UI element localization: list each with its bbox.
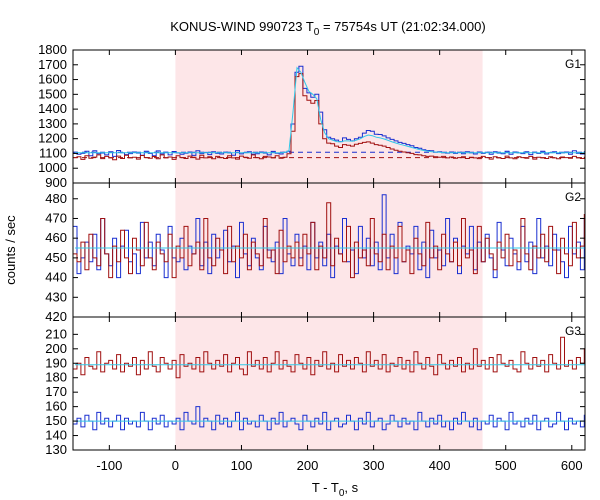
- x-axis-title-main: T - T: [312, 480, 339, 495]
- series-g1-blue-0: [73, 65, 585, 157]
- x-tick-label-4: 300: [363, 458, 385, 473]
- y-tick-label-g3-3: 160: [45, 399, 67, 414]
- panel-label-g2: G2: [565, 190, 581, 204]
- y-tick-label-g3-8: 210: [45, 326, 67, 341]
- panel-frame-g3: [72, 316, 586, 451]
- y-tick-label-g1-0: 900: [45, 175, 67, 190]
- y-tick-label-g3-5: 180: [45, 370, 67, 385]
- y-tick-label-g2-1: 430: [45, 289, 67, 304]
- panel-g1: [73, 65, 585, 161]
- y-tick-label-g2-0: 420: [45, 309, 67, 324]
- y-tick-label-g1-9: 1800: [38, 42, 67, 57]
- panel-label-g3: G3: [565, 324, 581, 338]
- background-layer: [175, 50, 483, 450]
- y-tick-label-g1-8: 1700: [38, 57, 67, 72]
- y-tick-label-g3-7: 200: [45, 341, 67, 356]
- x-axis-title: T - T0, s: [312, 480, 359, 499]
- y-tick-label-g2-2: 440: [45, 270, 67, 285]
- x-tick-label-1: 0: [172, 458, 179, 473]
- y-tick-label-g1-5: 1400: [38, 101, 67, 116]
- y-tick-label-g2-6: 480: [45, 191, 67, 206]
- x-tick-label-3: 200: [297, 458, 319, 473]
- y-tick-label-g1-2: 1100: [39, 145, 67, 160]
- x-tick-label-2: 100: [231, 458, 253, 473]
- panel-g3: [73, 336, 585, 431]
- x-tick-label-6: 500: [495, 458, 517, 473]
- y-axis-title: counts / sec: [3, 215, 18, 285]
- panel-label-g1: G1: [565, 57, 581, 71]
- y-tick-label-g3-6: 190: [45, 355, 67, 370]
- highlight-interval: [175, 50, 483, 450]
- x-tick-label-5: 400: [429, 458, 451, 473]
- x-axis-title-rest: , s: [344, 480, 358, 495]
- series-g3-red-0: [73, 336, 585, 379]
- y-tick-label-g1-4: 1300: [38, 116, 67, 131]
- chart-title-subscript: 0: [314, 27, 320, 38]
- y-tick-label-g1-3: 1200: [38, 131, 67, 146]
- y-tick-label-g2-4: 460: [45, 230, 67, 245]
- y-tick-label-g2-3: 450: [45, 250, 67, 265]
- chart-title: KONUS-WIND 990723 T0 = 75754s UT (21:02:…: [170, 19, 485, 38]
- y-tick-label-g3-0: 130: [45, 442, 67, 457]
- plot-layer: [73, 65, 585, 431]
- y-tick-label-g1-6: 1500: [38, 86, 67, 101]
- y-tick-label-g2-5: 470: [45, 210, 67, 225]
- series-g1-red-1: [73, 73, 585, 161]
- x-tick-label-0: -100: [96, 458, 122, 473]
- series-g2-red-1: [73, 202, 585, 279]
- axes-layer: 900100011001200130014001500160017001800G…: [38, 42, 586, 473]
- panel-g2: [73, 194, 585, 279]
- y-tick-label-g1-1: 1000: [38, 160, 67, 175]
- y-tick-label-g3-4: 170: [45, 384, 67, 399]
- chart-title-rest: = 75754s UT (21:02:34.000): [319, 19, 485, 34]
- y-tick-label-g1-7: 1600: [38, 72, 67, 87]
- x-axis-title-subscript: 0: [339, 488, 345, 499]
- series-g1-cyan-2: [75, 66, 585, 154]
- y-tick-label-g3-1: 140: [45, 428, 67, 443]
- x-tick-label-7: 600: [561, 458, 583, 473]
- chart-title-main: KONUS-WIND 990723 T: [170, 19, 314, 34]
- y-tick-label-g3-2: 150: [45, 413, 67, 428]
